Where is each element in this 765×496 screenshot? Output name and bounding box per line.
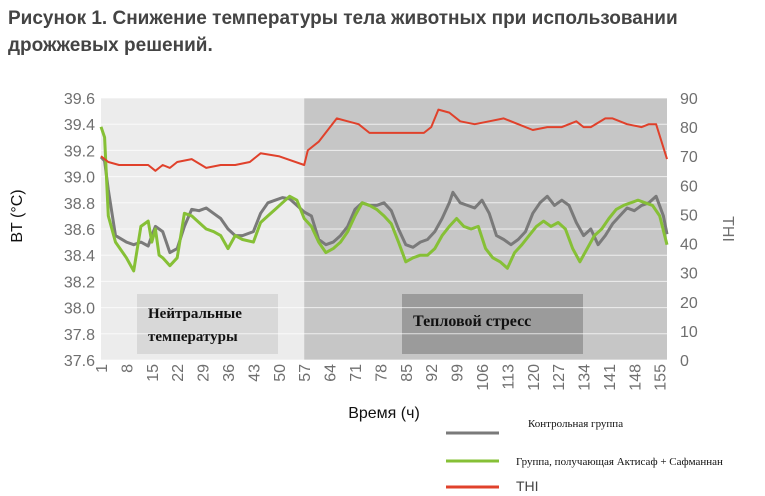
y-right-axis-label: THI — [719, 216, 736, 242]
series-lines — [99, 108, 669, 273]
chart-title: Рисунок 1. Снижение температуры тела жив… — [8, 8, 678, 56]
legend-label-2: Группа, получающая Актисаф + Сафманнан — [516, 456, 723, 468]
y-tick-label: 37.6 — [64, 353, 95, 370]
x-tick-label: 71 — [348, 364, 365, 382]
neutral-label-box — [137, 294, 278, 354]
x-tick-label: 127 — [551, 364, 568, 391]
x-tick-label: 50 — [272, 364, 289, 382]
y-tick-label: 39.0 — [64, 170, 95, 187]
y-right-tick-label: 0 — [680, 353, 689, 370]
y-tick-label: 37.8 — [64, 327, 95, 344]
x-tick-label: 64 — [323, 364, 340, 382]
legend-label-3: THI — [516, 478, 539, 494]
x-tick-label: 15 — [145, 364, 162, 382]
y-right-tick-label: 10 — [680, 324, 698, 341]
x-tick-label: 57 — [297, 364, 314, 382]
x-tick-label: 106 — [475, 364, 492, 391]
y-tick-label: 38.0 — [64, 301, 95, 318]
y-tick-label: 38.8 — [64, 196, 95, 213]
series-line-1 — [99, 155, 669, 255]
y-right-tick-label: 50 — [680, 207, 698, 224]
series-line-2 — [99, 126, 669, 273]
x-tick-label: 134 — [577, 364, 594, 391]
neutral-label-line2: температуры — [148, 329, 238, 345]
x-tick-label: 99 — [450, 364, 467, 382]
y-tick-label: 38.2 — [64, 274, 95, 291]
y-tick-label: 39.6 — [64, 91, 95, 108]
y-tick-label: 39.4 — [64, 117, 95, 134]
y-right-tick-label: 40 — [680, 237, 698, 254]
series-line-3 — [100, 108, 668, 172]
x-tick-label: 155 — [653, 364, 670, 391]
x-tick-label: 22 — [170, 364, 187, 382]
heat-label: Тепловой стресс — [413, 313, 531, 330]
y-right-tick-label: 30 — [680, 266, 698, 283]
y-right-tick-label: 20 — [680, 295, 698, 312]
y-right-tick-label: 80 — [680, 120, 698, 137]
x-tick-label: 113 — [500, 364, 517, 390]
y-right-tick-label: 70 — [680, 149, 698, 166]
x-tick-label: 78 — [373, 364, 390, 382]
heat-label-box — [402, 294, 583, 354]
x-tick-label: 43 — [246, 364, 263, 382]
x-tick-label: 36 — [221, 364, 238, 382]
axes: 39.6 39.4 39.2 39.0 38.8 38.6 38.4 38.2 38.0 37.8… — [9, 91, 736, 422]
gridlines — [101, 97, 667, 361]
x-tick-label: 141 — [602, 364, 619, 391]
x-tick-label: 148 — [627, 364, 644, 391]
y-tick-label: 38.6 — [64, 222, 95, 239]
x-tick-label: 85 — [399, 364, 416, 382]
x-tick-label: 8 — [119, 364, 136, 373]
x-tick-label: 29 — [196, 364, 213, 382]
y-tick-label: 39.2 — [64, 143, 95, 160]
y-right-tick-label: 60 — [680, 178, 698, 195]
x-axis-label: Время (ч) — [348, 405, 420, 422]
x-tick-label: 1 — [94, 364, 111, 373]
y-right-tick-label: 90 — [680, 91, 698, 108]
neutral-label-line1: Нейтральные — [148, 306, 242, 322]
y-tick-label: 38.4 — [64, 248, 95, 265]
legend-label-1: Контрольная группа — [528, 418, 623, 430]
x-tick-label: 92 — [424, 364, 441, 382]
legend: Контрольная группа Группа, получающая Акт… — [446, 418, 723, 494]
x-tick-label: 120 — [526, 364, 543, 391]
y-axis-label: BT (°C) — [9, 189, 26, 242]
